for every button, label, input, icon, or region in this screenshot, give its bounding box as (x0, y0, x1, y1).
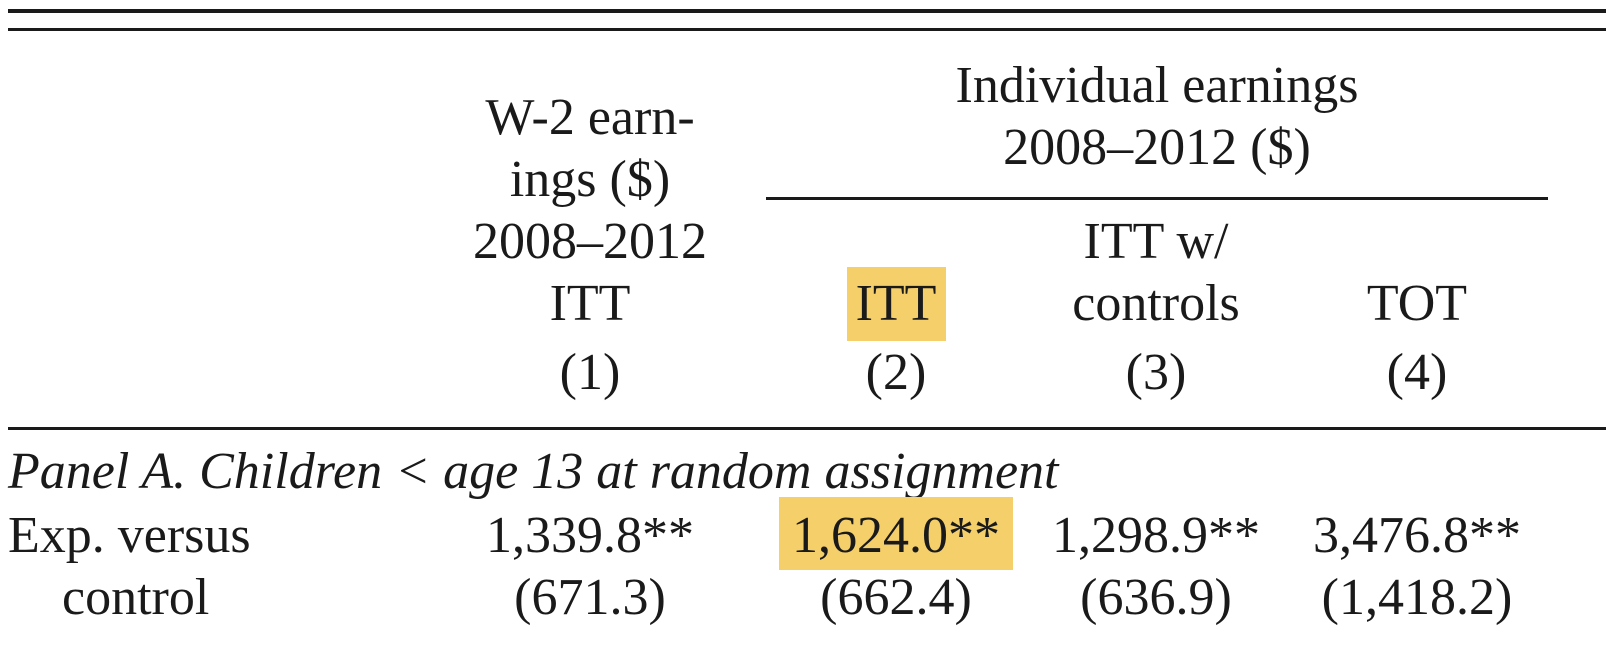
col2-estimate: 1,624.0** (792, 507, 1000, 564)
header-bottom-rule (8, 427, 1606, 430)
col2-std-error: (662.4) (820, 569, 972, 626)
col2-estimate-highlight (779, 497, 1013, 570)
col4-label: TOT (1366, 275, 1468, 332)
col3-header-line1: ITT w/ (1083, 213, 1229, 270)
col1-header-line4: ITT (549, 275, 631, 332)
col1-estimate: 1,339.8** (486, 507, 694, 564)
col4-std-error: (1,418.2) (1321, 569, 1513, 626)
col1-header-line2: ings ($) (509, 151, 671, 208)
col3-header-line2: controls (1072, 275, 1240, 332)
col1-std-error: (671.3) (514, 569, 666, 626)
panel-a-title: Panel A. Children < age 13 at random ass… (8, 443, 1059, 500)
col2-number: (2) (865, 344, 927, 401)
col3-number: (3) (1125, 344, 1187, 401)
col2-label-highlight (847, 267, 946, 341)
col1-header-line1: W-2 earn- (485, 89, 695, 146)
col2-label: ITT (855, 275, 937, 332)
table-top-rule-2 (8, 28, 1606, 31)
col3-std-error: (636.9) (1080, 569, 1232, 626)
row-label-line1: Exp. versus (8, 507, 251, 564)
row-label-line2: control (62, 569, 210, 626)
group-header-line2: 2008–2012 ($) (1003, 119, 1311, 176)
group-header-line1: Individual earnings (955, 57, 1359, 114)
group-underline (766, 197, 1548, 200)
col1-number: (1) (559, 344, 621, 401)
col3-estimate: 1,298.9** (1052, 507, 1260, 564)
col4-number: (4) (1386, 344, 1448, 401)
col1-header-line3: 2008–2012 (473, 213, 707, 270)
col4-estimate: 3,476.8** (1313, 507, 1521, 564)
table-top-rule (8, 9, 1606, 13)
